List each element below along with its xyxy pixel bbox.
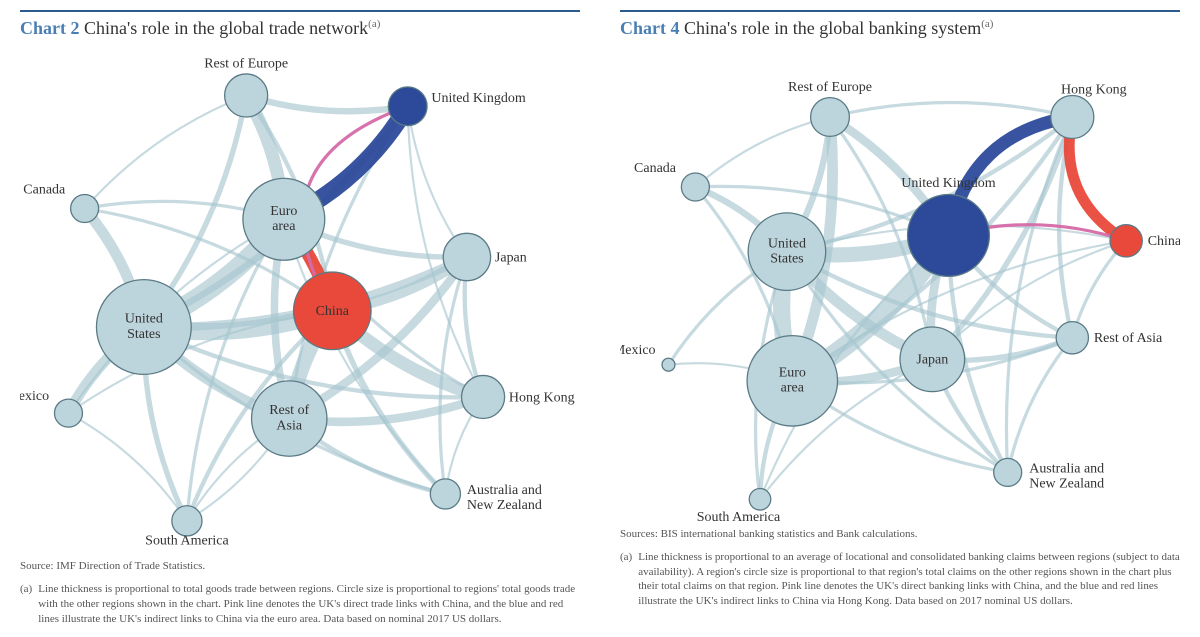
chart4-label: Chart 4	[620, 18, 680, 38]
chart2-footnotes: Source: IMF Direction of Trade Statistic…	[20, 559, 580, 626]
network-edge	[246, 95, 408, 111]
network-node-label: Australia andNew Zealand	[1029, 461, 1104, 491]
network-node-label: UnitedStates	[768, 236, 806, 266]
chart4-title-text: China's role in the global banking syste…	[684, 18, 981, 38]
chart2-network: Rest of Europe United Kingdom Canada Euroar…	[20, 47, 580, 553]
network-node-label: Australia andNew Zealand	[467, 483, 542, 513]
network-node-label: Hong Kong	[1061, 82, 1127, 97]
network-node-label: Hong Kong	[509, 390, 575, 405]
chart2-title-text: China's role in the global trade network	[84, 18, 368, 38]
network-node-label: South America	[145, 534, 229, 549]
network-node-label: Mexico	[20, 389, 49, 404]
chart2-sup: (a)	[368, 18, 380, 30]
chart2-column: Chart 2 China's role in the global trade…	[20, 10, 580, 627]
chart4-title: Chart 4 China's role in the global banki…	[620, 10, 1180, 39]
network-node-label: Euroarea	[779, 366, 806, 396]
network-node-label: Rest of Europe	[788, 80, 872, 95]
network-node	[430, 479, 460, 509]
network-node-label: United Kingdom	[901, 176, 996, 191]
network-node-label: Rest of Asia	[1094, 331, 1163, 346]
network-node	[172, 506, 202, 536]
chart4-network: Rest of Europe Hong Kong Canada United King…	[620, 47, 1180, 521]
network-edge	[830, 102, 1072, 117]
network-node-label: Canada	[23, 182, 66, 197]
chart2-source: Source: IMF Direction of Trade Statistic…	[20, 559, 580, 574]
network-node	[388, 87, 427, 126]
network-node	[1110, 225, 1142, 257]
network-node-label: South America	[697, 510, 781, 521]
network-node	[662, 358, 675, 371]
network-edge	[695, 117, 830, 187]
network-node	[749, 489, 771, 511]
network-node	[811, 98, 850, 137]
chart4-note-text: Line thickness is proportional to an ave…	[638, 550, 1180, 609]
network-node	[1051, 95, 1094, 138]
network-node-label: China	[316, 304, 350, 319]
chart4-note-tag: (a)	[620, 550, 632, 609]
network-node-label: Japan	[495, 250, 527, 265]
network-node	[994, 458, 1022, 486]
network-node	[1056, 322, 1088, 354]
network-node	[71, 195, 99, 223]
chart4-sup: (a)	[981, 18, 993, 30]
network-node-label: Euroarea	[270, 204, 297, 234]
chart2-note-text: Line thickness is proportional to total …	[38, 582, 580, 627]
chart4-source: Sources: BIS international banking stati…	[620, 527, 1180, 542]
network-node-label: Mexico	[620, 343, 656, 358]
chart2-note: (a) Line thickness is proportional to to…	[20, 582, 580, 627]
network-node-label: United Kingdom	[431, 91, 526, 106]
charts-row: Chart 2 China's role in the global trade…	[20, 10, 1180, 627]
network-node-label: Japan	[916, 353, 948, 368]
chart4-note: (a) Line thickness is proportional to an…	[620, 550, 1180, 609]
chart2-note-tag: (a)	[20, 582, 32, 627]
network-edge	[68, 413, 186, 521]
network-node-label: Rest of Europe	[204, 56, 288, 71]
network-node	[443, 233, 490, 280]
chart4-column: Chart 4 China's role in the global banki…	[620, 10, 1180, 627]
chart2-title: Chart 2 China's role in the global trade…	[20, 10, 580, 39]
network-node	[225, 74, 268, 117]
chart2-label: Chart 2	[20, 18, 80, 38]
network-node	[681, 173, 709, 201]
chart4-footnotes: Sources: BIS international banking stati…	[620, 527, 1180, 609]
network-node-label: China	[1148, 234, 1180, 249]
network-node-label: UnitedStates	[125, 312, 163, 342]
network-node-label: Canada	[634, 161, 677, 176]
network-node	[54, 399, 82, 427]
network-node	[462, 375, 505, 418]
network-node	[908, 195, 990, 277]
